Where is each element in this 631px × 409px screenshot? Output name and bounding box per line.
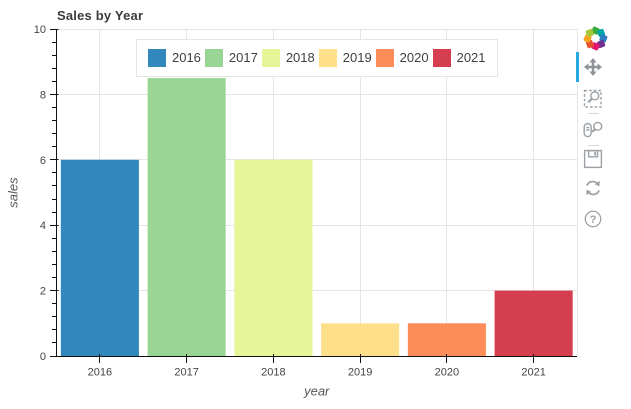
- reset-icon: [586, 180, 600, 195]
- reset-tool-button[interactable]: [578, 173, 608, 202]
- svg-text:?: ?: [590, 214, 597, 226]
- x-tick-label: 2017: [174, 367, 198, 379]
- y-tick-label: 4: [40, 220, 46, 232]
- bar-2016: [60, 159, 139, 356]
- legend-label: 2019: [342, 50, 372, 65]
- x-tick-label: 2020: [435, 367, 459, 379]
- legend-swatch: [147, 48, 166, 67]
- bar-2020: [407, 323, 486, 356]
- y-tick-label: 0: [40, 351, 46, 363]
- legend-label: 2016: [171, 50, 201, 65]
- legend-item-2017: 2017: [204, 48, 258, 67]
- help-tool-button[interactable]: ?: [578, 204, 608, 233]
- legend-swatch: [432, 48, 451, 67]
- legend-swatch: [318, 48, 337, 67]
- toolbar-divider: [588, 145, 599, 146]
- x-axis-label: year: [303, 384, 330, 399]
- box-zoom-icon: [583, 89, 602, 108]
- box-zoom-tool-button[interactable]: [578, 83, 608, 112]
- bokeh-toolbar: ?: [576, 26, 612, 233]
- save-tool-button[interactable]: [578, 144, 608, 173]
- bar-2018: [234, 159, 313, 356]
- bokeh-logo[interactable]: [583, 26, 608, 51]
- toolbar-divider: [588, 113, 599, 114]
- bar-2017: [147, 78, 226, 357]
- x-tick-label: 2018: [261, 367, 285, 379]
- legend-label: 2020: [399, 50, 429, 65]
- y-tick-label: 10: [34, 24, 46, 36]
- wheel-zoom-tool-button[interactable]: [578, 115, 608, 144]
- legend-item-2016: 2016: [147, 48, 201, 67]
- x-tick-label: 2016: [88, 367, 112, 379]
- y-tick-label: 6: [40, 155, 46, 167]
- logo-petal: [585, 28, 594, 37]
- legend-item-2020: 2020: [375, 48, 429, 67]
- legend-label: 2017: [228, 50, 258, 65]
- legend-label: 2021: [456, 50, 486, 65]
- legend-swatch: [375, 48, 394, 67]
- legend-item-2019: 2019: [318, 48, 372, 67]
- x-tick-label: 2021: [521, 367, 545, 379]
- legend-label: 2018: [285, 50, 315, 65]
- chart-title: Sales by Year: [57, 8, 144, 23]
- legend-item-2018: 2018: [261, 48, 315, 67]
- help-icon: ?: [584, 210, 602, 227]
- y-tick-label: 8: [40, 89, 46, 101]
- save-icon: [583, 149, 603, 168]
- pan-tool-button[interactable]: [576, 52, 608, 82]
- legend-item-2021: 2021: [432, 48, 486, 67]
- legend-swatch: [261, 48, 280, 67]
- wheel-zoom-icon: [583, 121, 603, 137]
- y-axis-label: sales: [6, 177, 21, 208]
- bar-2019: [321, 323, 400, 356]
- x-tick-label: 2019: [348, 367, 372, 379]
- y-tick-label: 2: [40, 286, 46, 298]
- bar-2021: [494, 290, 573, 356]
- legend-swatch: [204, 48, 223, 67]
- pan-icon: [584, 58, 602, 76]
- legend: 2016 2017 2018 2019 2020 2021: [135, 38, 498, 77]
